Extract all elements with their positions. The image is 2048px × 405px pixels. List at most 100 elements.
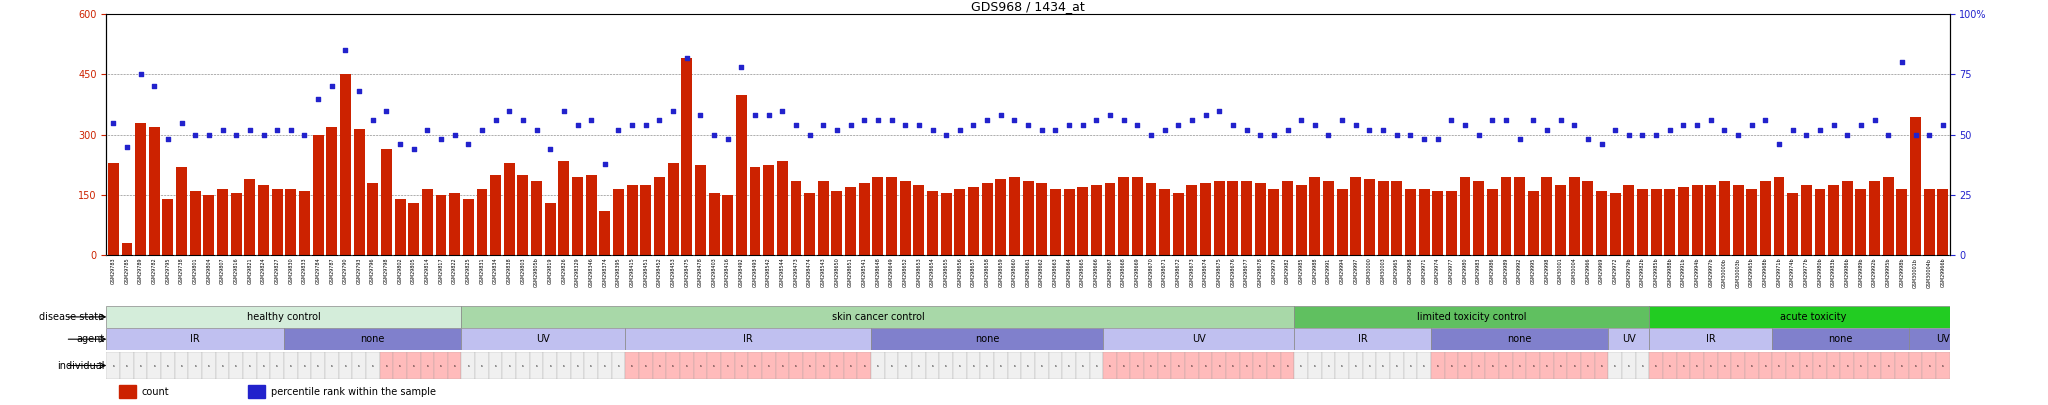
Bar [1157,352,1171,379]
Bar [1255,183,1266,255]
Bar [1937,189,1948,255]
Bar [723,195,733,255]
Bar [776,161,788,255]
Text: percentile rank within the sample: percentile rank within the sample [270,387,436,397]
Bar [109,163,119,255]
Bar [106,328,285,350]
Bar [817,181,829,255]
Bar [858,183,870,255]
Text: GSM29966: GSM29966 [1585,258,1591,284]
Text: GSM29989b: GSM29989b [1858,258,1864,287]
Bar [106,352,121,379]
Bar [311,352,326,379]
Bar [584,352,598,379]
Bar [1419,189,1430,255]
Text: GSM30003: GSM30003 [1380,258,1386,284]
Bar [1130,352,1145,379]
Point [371,107,403,114]
Point [752,112,784,119]
Bar [1855,189,1866,255]
Text: GSM30004b: GSM30004b [1927,258,1931,288]
Bar [270,352,285,379]
Bar [1323,181,1333,255]
Point [944,127,977,133]
Bar [1036,183,1047,255]
Bar [1690,352,1704,379]
Text: GSM29997b: GSM29997b [1708,258,1714,287]
Bar [911,352,926,379]
Point [684,112,717,119]
Text: GSM298451: GSM298451 [643,258,649,288]
Point [1530,127,1563,133]
Bar [1909,328,1976,350]
Bar [1335,352,1350,379]
Point [602,127,635,133]
Bar [1227,181,1239,255]
Bar [1812,352,1827,379]
Bar [1542,177,1552,255]
Bar [203,195,215,255]
Point [111,143,143,150]
Point [465,127,498,133]
Bar [735,352,748,379]
Bar [803,352,817,379]
Bar [1133,177,1143,255]
Point [1407,136,1440,143]
Text: GSM298655: GSM298655 [944,258,948,288]
Point [1149,127,1182,133]
Text: GSM298674: GSM298674 [1202,258,1208,288]
Bar [817,352,829,379]
Point [889,122,922,128]
Bar [1800,352,1812,379]
Bar [1280,352,1294,379]
Bar [1501,177,1511,255]
Bar [338,352,352,379]
Point [1763,141,1796,147]
Bar [1923,352,1935,379]
Text: GSM29798: GSM29798 [383,258,389,284]
Point [1079,117,1112,124]
Point [971,117,1004,124]
Bar [940,193,952,255]
Bar [1649,328,1772,350]
Bar [844,352,858,379]
Text: GSM298415: GSM298415 [629,258,635,288]
Text: GSM298672: GSM298672 [1176,258,1182,288]
Point [1094,112,1126,119]
Text: GSM29977: GSM29977 [1448,258,1454,284]
Bar [1485,352,1499,379]
Point [821,127,854,133]
Text: acute toxicity: acute toxicity [1780,312,1847,322]
Point [739,112,772,119]
Bar [1747,189,1757,255]
Bar [1214,181,1225,255]
Point [1135,131,1167,138]
Text: GSM298663: GSM298663 [1053,258,1059,288]
Bar [1788,193,1798,255]
Text: GSM29833: GSM29833 [301,258,307,284]
Text: GSM29816: GSM29816 [233,258,240,284]
Bar [1294,352,1309,379]
Bar [1010,177,1020,255]
Point [1722,131,1755,138]
Text: GSM29971b: GSM29971b [1776,258,1782,287]
Text: GSM29785: GSM29785 [125,258,129,284]
Point [1120,122,1153,128]
Bar [872,177,883,255]
Bar [1772,328,1909,350]
Bar [846,187,856,255]
Point [1845,122,1878,128]
Bar [788,352,803,379]
Bar [653,177,666,255]
Text: GSM298329: GSM298329 [575,258,580,287]
Point [1477,117,1509,124]
Point [330,47,362,53]
Point [698,131,731,138]
Bar [1376,352,1391,379]
Bar [1909,352,1923,379]
Point [629,122,662,128]
Text: GSM298662: GSM298662 [1038,258,1044,288]
Point [397,146,430,152]
Bar [1868,352,1882,379]
Point [520,127,553,133]
